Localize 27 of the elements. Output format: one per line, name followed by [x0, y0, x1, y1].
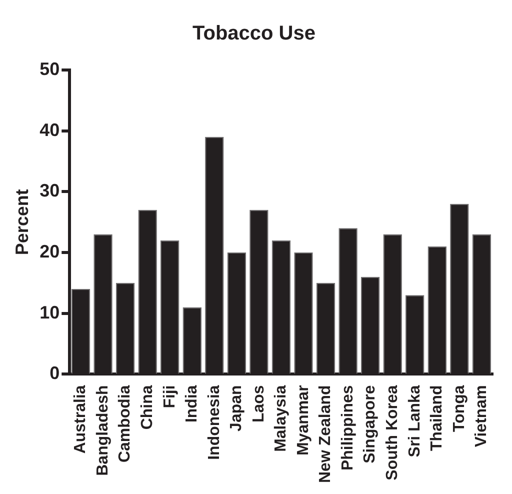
x-tick-label: Tonga — [450, 385, 468, 432]
x-tick-label: India — [184, 385, 201, 423]
x-tick-label: Sri Lanka — [406, 385, 424, 458]
x-tick-label: Indonesia — [206, 385, 223, 460]
x-tick-label: Cambodia — [116, 385, 134, 463]
x-tick-label: Myanmar — [294, 385, 312, 456]
y-tick-label: 40 — [40, 120, 60, 140]
y-tick-label: 0 — [50, 363, 60, 384]
x-tick-label: China — [138, 385, 156, 430]
x-tick-label: Singapore — [362, 385, 379, 464]
y-tick-label: 50 — [40, 58, 60, 79]
y-tick-label: 10 — [40, 302, 60, 322]
y-axis-title: Percent — [12, 189, 32, 256]
x-tick-label: New Zealand — [317, 385, 334, 484]
x-tick-label: Australia — [72, 385, 90, 454]
chart-title: Tobacco Use — [192, 22, 316, 45]
x-tick-label: Thailand — [428, 385, 446, 451]
y-tick-label: 30 — [40, 180, 60, 201]
x-tick-label: Bangladesh — [94, 385, 112, 476]
x-tick-label: Laos — [250, 385, 268, 423]
x-tick-label: Philippines — [339, 385, 356, 471]
x-tick-label: Japan — [228, 385, 246, 432]
x-tick-label: South Korea — [384, 385, 402, 480]
x-tick-label: Malaysia — [272, 385, 290, 452]
x-tick-label: Fiji — [161, 385, 178, 408]
x-tick-label: Vietnam — [473, 385, 490, 448]
y-tick-label: 20 — [40, 241, 60, 262]
